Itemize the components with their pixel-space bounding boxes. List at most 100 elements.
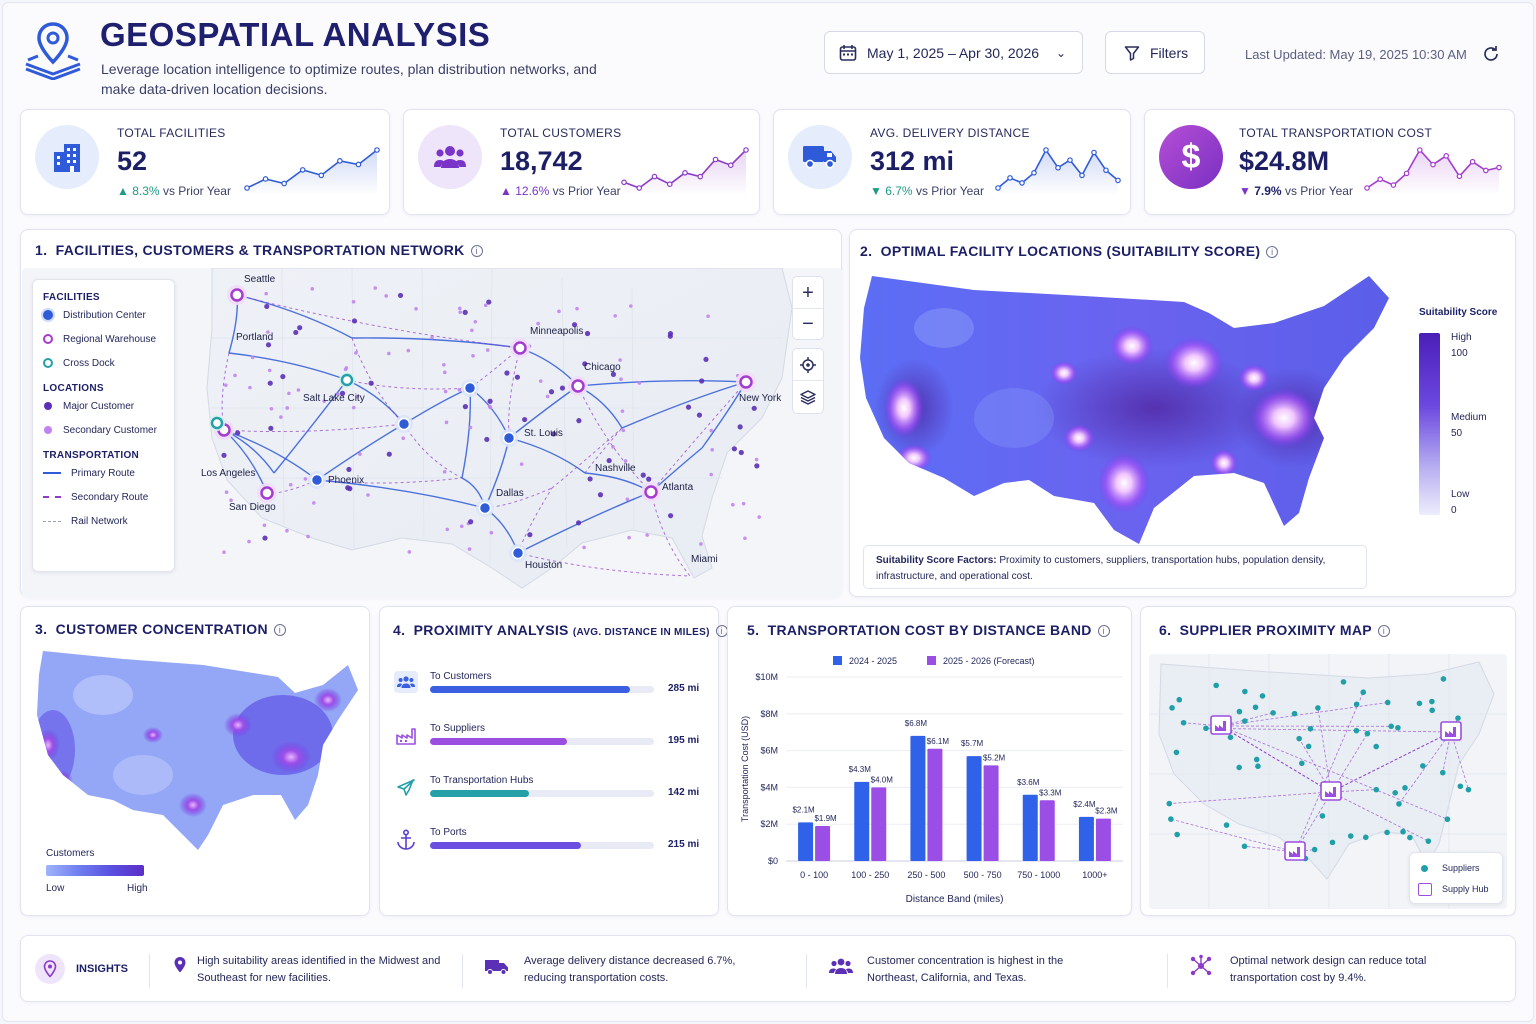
filters-button[interactable]: Filters xyxy=(1105,31,1205,74)
kpi-sparkline xyxy=(1364,147,1502,196)
kpi-sparkline xyxy=(995,147,1121,196)
kpi-card-delivery-distance[interactable]: AVG. DELIVERY DISTANCE 312 mi ▼ 6.7% vs … xyxy=(773,109,1131,215)
city-label: Portland xyxy=(236,332,274,343)
kpi-label: TOTAL CUSTOMERS xyxy=(500,126,622,140)
supplier-dot xyxy=(1395,724,1401,731)
info-icon[interactable]: i xyxy=(1377,625,1390,638)
kpi-value: 312 mi xyxy=(870,146,955,176)
legend-item-secondary-route: Secondary Route xyxy=(43,485,164,509)
bar xyxy=(1078,816,1094,861)
insights-bar: INSIGHTS High suitability areas identifi… xyxy=(20,935,1516,1002)
sparkline-point xyxy=(682,169,688,176)
suitability-panel: 2. OPTIMAL FACILITY LOCATIONS (SUITABILI… xyxy=(849,229,1516,597)
kpi-change: ▲ 12.6% vs Prior Year xyxy=(500,184,621,198)
supply-hub-icon xyxy=(1210,715,1232,735)
sparkline-point xyxy=(651,173,658,180)
supplier-dot xyxy=(1173,749,1180,756)
legend-item-distribution-center: Distribution Center xyxy=(43,303,164,327)
sparkline-line xyxy=(246,149,378,189)
bar xyxy=(983,765,999,861)
sparkline-area xyxy=(1367,150,1499,196)
insight-text: High suitability areas identified in the… xyxy=(197,955,441,984)
suitability-heatmap[interactable] xyxy=(854,268,1402,548)
cost-chart-panel: 5. TRANSPORTATION COST BY DISTANCE BAND i… xyxy=(727,606,1132,916)
legend-label: 2024 - 2025 xyxy=(849,656,897,666)
proximity-bar-track xyxy=(430,842,654,849)
x-tick-label: 1000+ xyxy=(1082,870,1107,880)
filters-label: Filters xyxy=(1150,44,1189,61)
divider xyxy=(149,954,150,988)
bar-value-label: $4.0M xyxy=(871,775,894,784)
kpi-sparkline xyxy=(621,147,749,196)
legend-heading: TRANSPORTATION xyxy=(43,450,140,461)
users-icon xyxy=(394,671,418,693)
supplier-dot xyxy=(1236,764,1242,771)
supplier-dot xyxy=(1252,704,1259,711)
supplier-legend: Suppliers Supply Hub xyxy=(1409,852,1503,904)
panel-title: 5. TRANSPORTATION COST BY DISTANCE BAND i xyxy=(747,622,1110,638)
supplier-map[interactable]: Suppliers Supply Hub xyxy=(1149,654,1507,909)
proximity-bar-fill xyxy=(430,686,630,693)
sparkline-point xyxy=(1469,158,1476,165)
map-tools xyxy=(792,348,824,414)
locate-icon[interactable] xyxy=(793,349,823,382)
supplier-dot xyxy=(1296,735,1302,742)
customer-heatmap[interactable] xyxy=(33,645,363,855)
sparkline-point xyxy=(1103,167,1109,174)
city-label: Atlanta xyxy=(662,482,694,493)
supplier-dot xyxy=(1364,730,1371,737)
network-icon xyxy=(1189,954,1213,983)
truck-icon xyxy=(484,958,510,981)
kpi-card-customers[interactable]: TOTAL CUSTOMERS 18,742 ▲ 12.6% vs Prior … xyxy=(403,109,760,215)
bar xyxy=(1039,800,1055,861)
bar xyxy=(1022,794,1038,861)
network-map[interactable]: FACILITIES Distribution Center Regional … xyxy=(22,268,842,597)
scale-label-high: High xyxy=(1451,332,1472,343)
y-tick-label: $10M xyxy=(755,672,778,682)
sparkline-point xyxy=(995,185,1001,191)
x-tick-label: 250 - 500 xyxy=(907,870,945,880)
bar-value-label: $5.2M xyxy=(983,753,1006,762)
bar-value-label: $2.3M xyxy=(1095,807,1118,816)
info-icon[interactable]: i xyxy=(715,625,728,638)
info-icon[interactable]: i xyxy=(1097,625,1110,638)
kpi-card-transport-cost[interactable]: $ TOTAL TRANSPORTATION COST $24.8M ▼ 7.9… xyxy=(1144,109,1515,215)
supplier-dot xyxy=(1373,786,1380,793)
info-icon[interactable]: i xyxy=(1266,246,1279,259)
zoom-out-button[interactable]: − xyxy=(802,313,814,335)
info-icon[interactable]: i xyxy=(470,245,483,258)
proximity-value: 195 mi xyxy=(668,735,700,746)
kpi-value: 18,742 xyxy=(500,146,583,176)
sparkline-point xyxy=(712,156,719,163)
layers-icon[interactable] xyxy=(793,381,823,413)
customer-legend-title: Customers xyxy=(46,848,95,859)
pin-icon xyxy=(173,956,187,979)
supplier-dot xyxy=(1429,698,1435,705)
zoom-in-button[interactable]: + xyxy=(793,277,823,309)
kpi-value: $24.8M xyxy=(1239,146,1330,176)
divider xyxy=(1167,954,1168,988)
date-range-picker[interactable]: May 1, 2025 – Apr 30, 2026 ⌄ xyxy=(824,31,1083,74)
suitability-color-scale xyxy=(1419,333,1440,515)
suitability-factors-note: Suitability Score Factors: Proximity to … xyxy=(863,545,1367,589)
supplier-dot xyxy=(1169,705,1175,711)
kpi-card-facilities[interactable]: TOTAL FACILITIES 52 ▲ 8.3% vs Prior Year xyxy=(20,109,390,215)
info-icon[interactable]: i xyxy=(273,624,286,637)
supply-hub-icon xyxy=(1440,721,1462,741)
proximity-label: To Ports xyxy=(430,827,467,838)
legend-item-rail-network: Rail Network xyxy=(43,509,164,533)
refresh-icon[interactable] xyxy=(1481,44,1501,64)
supplier-dot xyxy=(1213,682,1219,689)
supplier-dot xyxy=(1444,816,1451,823)
bar-value-label: $3.3M xyxy=(1039,788,1062,797)
zoom-controls: + − xyxy=(792,276,824,340)
sparkline-point xyxy=(299,167,306,173)
sparkline-point xyxy=(1031,169,1037,176)
cost-bar-chart[interactable]: 2024 - 2025 2025 - 2026 (Forecast) $0 $2M $4… xyxy=(728,647,1133,912)
supplier-dot xyxy=(1465,786,1472,793)
bar xyxy=(927,748,943,861)
supplier-dot xyxy=(1347,833,1354,839)
bar-value-label: $4.3M xyxy=(849,765,872,774)
kpi-label: TOTAL TRANSPORTATION COST xyxy=(1239,126,1433,140)
city-label: Phoenix xyxy=(328,475,365,486)
